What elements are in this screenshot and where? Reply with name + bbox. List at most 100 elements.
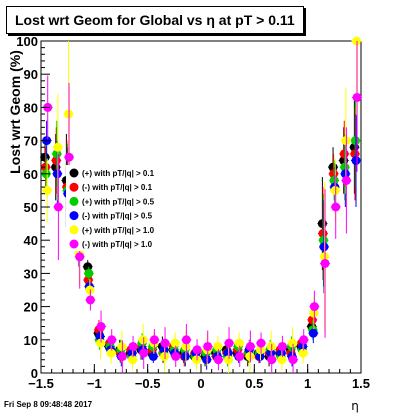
data-point <box>170 338 180 348</box>
data-point <box>53 202 63 212</box>
data-point <box>340 162 350 172</box>
legend-marker <box>69 196 79 206</box>
data-point <box>277 341 287 351</box>
data-point <box>341 136 351 146</box>
data-point <box>267 355 277 365</box>
y-tick-label: 90 <box>24 67 38 82</box>
data-point <box>96 338 106 348</box>
y-axis-label: Lost wrt Geom (%) <box>7 50 23 174</box>
x-tick-label: −1.5 <box>28 376 54 391</box>
data-point <box>288 338 298 348</box>
data-point <box>139 348 149 358</box>
data-point <box>138 335 148 345</box>
data-point <box>128 341 138 351</box>
chart-title: Lost wrt Geom for Global vs η at pT > 0.… <box>6 6 304 34</box>
data-point <box>308 328 318 338</box>
data-point <box>331 202 341 212</box>
data-point <box>255 351 265 361</box>
y-tick-label: 50 <box>24 200 38 215</box>
data-point <box>117 341 127 351</box>
data-point <box>107 335 117 345</box>
data-point <box>320 252 330 262</box>
legend-entry: (-) with pT/|q| > 0.1 <box>82 183 153 192</box>
y-tick-label: 60 <box>24 167 38 182</box>
data-point <box>256 345 266 355</box>
data-point <box>320 258 330 268</box>
data-point <box>128 355 138 365</box>
data-point <box>224 338 234 348</box>
x-tick-label: −0.5 <box>135 376 161 391</box>
data-point <box>339 149 349 159</box>
data-point <box>245 341 255 351</box>
data-point <box>299 335 309 345</box>
data-point <box>160 351 170 361</box>
data-point <box>64 109 74 119</box>
data-point <box>309 308 319 318</box>
data-point <box>234 338 244 348</box>
data-point <box>53 142 63 152</box>
legend-marker <box>69 182 79 192</box>
y-tick-label: 100 <box>16 34 38 49</box>
data-point <box>352 92 362 102</box>
axis-ticks: −1.5 −1 −0.5 0 0.5 1 1.5 0 10 20 30 40 50 60 70 80 90 100 <box>16 34 370 391</box>
legend-marker <box>69 211 79 221</box>
data-point <box>266 348 276 358</box>
data-point <box>224 355 234 365</box>
data-point <box>148 351 158 361</box>
data-point <box>288 355 298 365</box>
data-point <box>351 156 361 166</box>
data-point <box>309 302 319 312</box>
x-axis-label: η <box>351 399 359 413</box>
data-point <box>52 149 62 159</box>
data-point <box>117 351 127 361</box>
data-point <box>85 285 95 295</box>
y-tick-label: 10 <box>24 333 38 348</box>
data-point <box>149 335 159 345</box>
data-point <box>85 295 95 305</box>
data-point <box>213 355 223 365</box>
data-point <box>160 338 170 348</box>
data-point <box>95 331 105 341</box>
data-point <box>350 136 360 146</box>
y-tick-label: 20 <box>24 300 38 315</box>
legend-marker <box>69 168 79 178</box>
data-point <box>192 345 202 355</box>
x-tick-label: −1 <box>87 376 102 391</box>
data-point <box>159 345 169 355</box>
y-tick-label: 70 <box>24 134 38 149</box>
data-point <box>83 262 93 272</box>
data-point <box>41 162 51 172</box>
y-tick-label: 0 <box>31 366 38 381</box>
data-point <box>213 341 223 351</box>
data-point <box>171 351 181 361</box>
data-point <box>64 152 74 162</box>
data-point <box>329 175 339 185</box>
data-point <box>330 185 340 195</box>
data-point <box>42 185 52 195</box>
data-point <box>203 341 213 351</box>
data-point <box>318 235 328 245</box>
legend-entry: (-) with pT/|q| > 1.0 <box>82 240 153 249</box>
y-tick-label: 30 <box>24 266 38 281</box>
data-point <box>319 242 329 252</box>
timestamp-footer: Fri Sep 8 09:48:48 2017 <box>4 400 93 409</box>
legend-background <box>66 165 166 251</box>
y-tick-label: 80 <box>24 100 38 115</box>
data-point <box>256 338 266 348</box>
legend-marker <box>69 225 79 235</box>
data-point <box>223 348 233 358</box>
legend-entry: (+) with pT/|q| > 0.1 <box>82 169 155 178</box>
x-tick-label: 0 <box>197 376 204 391</box>
data-point <box>298 348 308 358</box>
data-point <box>181 341 191 351</box>
data-point <box>235 351 245 361</box>
legend-entry: (+) with pT/|q| > 0.5 <box>82 197 155 206</box>
data-point <box>75 252 85 262</box>
data-point <box>127 348 137 358</box>
data-point <box>352 36 362 46</box>
data-point <box>106 348 116 358</box>
y-tick-label: 40 <box>24 233 38 248</box>
legend-entry: (-) with pT/|q| > 0.5 <box>82 212 153 221</box>
data-point <box>340 169 350 179</box>
